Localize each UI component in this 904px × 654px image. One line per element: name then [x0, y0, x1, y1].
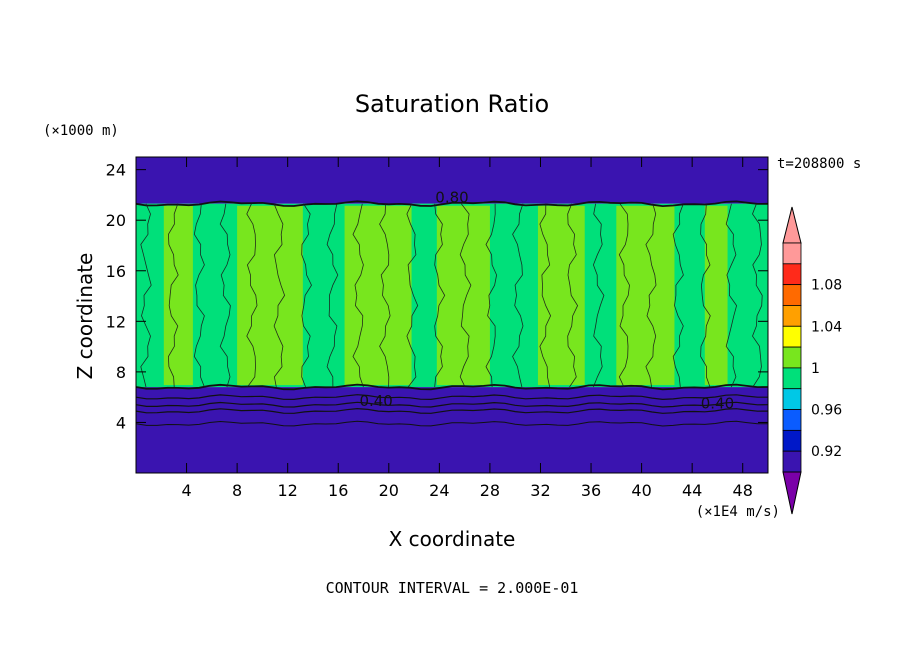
x-tick-label: 4: [181, 481, 191, 500]
y-tick-label: 8: [116, 363, 126, 382]
colorbar-layer: 0.92 0.96 1 1.04 1.08: [782, 206, 842, 515]
yellowgreen-column: [537, 205, 585, 386]
vertical-contour: [406, 203, 419, 388]
colorbar-band: [782, 305, 802, 327]
contour-line: [135, 394, 768, 401]
x-tick-label: 12: [278, 481, 298, 500]
vertical-contour: [567, 203, 579, 388]
vertical-contour: [592, 203, 605, 388]
vertical-contour: [193, 203, 205, 388]
vertical-contour: [459, 203, 472, 388]
colorbar-band: [782, 367, 802, 390]
x-tick-label: 16: [328, 481, 348, 500]
yellowgreen-column: [237, 205, 303, 386]
vertical-contour: [752, 203, 763, 388]
vertical-contour: [672, 203, 684, 388]
x-tick-label: 40: [631, 481, 651, 500]
vertical-contour: [273, 203, 286, 388]
vertical-contour: [140, 203, 152, 388]
y-tick-label: 16: [106, 262, 126, 281]
colorbar-top-cap: [782, 206, 802, 244]
colorbar-band: [782, 388, 802, 410]
y-tick-label: 20: [106, 211, 126, 230]
vertical-contour: [512, 203, 524, 388]
plot-layer: [136, 157, 768, 473]
yellowgreen-column: [344, 205, 412, 386]
green-column: [727, 203, 768, 388]
colorbar-label: 0.92: [811, 444, 842, 460]
y-tick-label: 12: [106, 312, 126, 331]
vertical-contour: [618, 203, 630, 388]
top-region: [136, 157, 768, 204]
y-tick-label: 4: [116, 413, 126, 432]
vertical-contour: [326, 203, 339, 388]
colorbar-band: [782, 242, 802, 265]
green-column: [192, 203, 238, 388]
green-column: [489, 203, 538, 388]
vertical-contour: [167, 203, 179, 388]
contour-label: 0.40: [701, 395, 734, 413]
x-tick-label: 24: [429, 481, 449, 500]
x-tick-label: 20: [379, 481, 399, 500]
colorbar-band: [782, 284, 802, 306]
contour-line: [135, 401, 769, 408]
yellowgreen-column: [616, 205, 675, 386]
vertical-contour: [725, 203, 738, 388]
vertical-contour: [301, 203, 312, 388]
contour-layer: 0.40 0.40 0.80: [135, 189, 769, 427]
colorbar-label: 1: [811, 361, 820, 377]
colorbar-band: [782, 325, 802, 348]
x-tick-label: 36: [581, 481, 601, 500]
chart-title: Saturation Ratio: [355, 90, 549, 118]
vertical-contour: [485, 203, 498, 388]
vertical-contour: [379, 203, 391, 388]
x-tick-label: 28: [480, 481, 500, 500]
vertical-contour: [434, 203, 446, 388]
contour-interval-label: CONTOUR INTERVAL = 2.000E-01: [326, 579, 579, 597]
vertical-contour: [539, 203, 552, 388]
x-tick-label: 32: [530, 481, 550, 500]
bottom-region: [136, 387, 768, 473]
vertical-contour: [246, 203, 258, 388]
x-tick-label: 44: [682, 481, 702, 500]
yellowgreen-column: [436, 205, 490, 386]
y-tick-label: 24: [106, 161, 126, 180]
x-tick-label: 8: [232, 481, 242, 500]
colorbar-bottom-cap: [782, 471, 802, 515]
green-column: [674, 203, 705, 388]
contour-label: 0.40: [359, 392, 392, 410]
contour-label: 0.80: [435, 189, 468, 207]
x-unit-label: (×1E4 m/s): [696, 504, 780, 520]
colorbar-band: [782, 429, 802, 452]
plot-frame: [135, 156, 769, 474]
contour-line: [135, 420, 769, 427]
colorbar-band: [782, 409, 802, 431]
green-column: [302, 203, 345, 388]
contour-cloud-top: [135, 200, 769, 208]
yellowgreen-column: [704, 205, 728, 386]
green-column: [136, 203, 164, 388]
y-axis-label: Z coordinate: [73, 253, 97, 380]
colorbar-label: 1.08: [811, 278, 842, 294]
colorbar-label: 0.96: [811, 403, 842, 419]
contour-line: [135, 407, 769, 414]
x-axis-label: X coordinate: [389, 527, 516, 551]
colorbar-band: [782, 263, 802, 286]
colorbar-band: [782, 346, 802, 369]
vertical-contour: [219, 203, 231, 388]
x-tick-label: 48: [733, 481, 753, 500]
time-label: t=208800 s: [777, 156, 861, 172]
green-column: [411, 203, 437, 388]
colorbar-band: [782, 450, 802, 473]
colorbar-label: 1.04: [811, 319, 842, 335]
y-unit-label: (×1000 m): [43, 123, 119, 139]
vertical-contour: [700, 203, 711, 388]
vertical-contour: [645, 203, 657, 388]
vertical-contour: [352, 203, 364, 388]
contour-cloud-base: [135, 383, 769, 391]
